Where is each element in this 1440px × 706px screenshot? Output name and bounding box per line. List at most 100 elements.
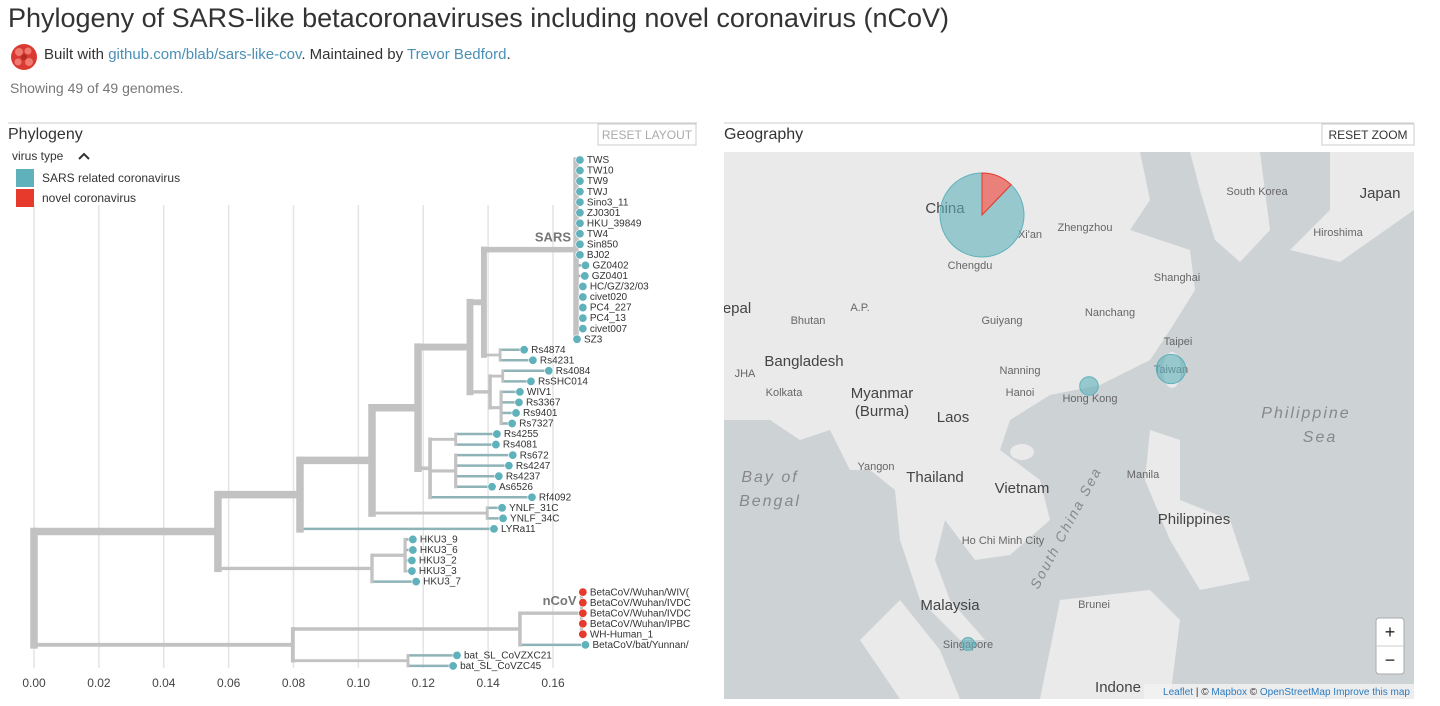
tip[interactable] (507, 418, 517, 428)
tip[interactable] (578, 281, 588, 291)
zoom-in[interactable]: + (1385, 622, 1396, 642)
tip-label: HKU_39849 (587, 218, 642, 229)
tip-label: RsSHC014 (538, 376, 588, 387)
tip[interactable] (575, 155, 585, 165)
pie-slice[interactable] (1079, 376, 1099, 396)
chevron[interactable] (78, 152, 90, 160)
tip[interactable] (519, 345, 529, 355)
x-tick-label: 0.04 (152, 676, 176, 690)
x-tick-label: 0.14 (476, 676, 500, 690)
map-label: South Korea (1226, 186, 1288, 198)
repo-link[interactable]: github.com/blab/sars-like-cov (108, 46, 302, 63)
tip[interactable] (411, 577, 421, 587)
tip-label: SZ3 (584, 334, 603, 345)
tip[interactable] (580, 271, 590, 281)
tip[interactable] (408, 534, 418, 544)
tip[interactable] (407, 556, 417, 566)
tip[interactable] (578, 629, 588, 639)
tip[interactable] (578, 303, 588, 313)
tip-label: bat_SL_CoVZXC21 (464, 651, 552, 662)
tip[interactable] (578, 313, 588, 323)
tip-label: civet020 (590, 292, 628, 303)
tip-label: BetaCoV/bat/Yunnan/ (592, 640, 688, 651)
map-label: Brunei (1078, 599, 1110, 611)
tip[interactable] (578, 608, 588, 618)
tip[interactable] (526, 376, 536, 386)
tip[interactable] (514, 397, 524, 407)
legend-label[interactable]: SARS related coronavirus (42, 171, 180, 185)
tip[interactable] (544, 366, 554, 376)
tip[interactable] (578, 292, 588, 302)
tip[interactable] (489, 524, 499, 534)
tip[interactable] (580, 260, 590, 270)
tip[interactable] (578, 324, 588, 334)
tip[interactable] (575, 239, 585, 249)
tip[interactable] (575, 229, 585, 239)
map-label: Shanghai (1154, 272, 1201, 284)
tip-label: HC/GZ/32/03 (590, 282, 649, 293)
tip[interactable] (575, 166, 585, 176)
tip[interactable] (448, 661, 458, 671)
tip[interactable] (508, 450, 518, 460)
map-label: Zhengzhou (1057, 222, 1112, 234)
tip[interactable] (572, 334, 582, 344)
clade-label: SARS (535, 230, 571, 245)
tip[interactable] (578, 598, 588, 608)
map[interactable]: South Korea Japan Xi'an Zhengzhou Hiroshima S… (723, 152, 1414, 699)
tip[interactable] (492, 429, 502, 439)
tip[interactable] (575, 208, 585, 218)
tip[interactable] (575, 197, 585, 207)
pie-slice[interactable] (960, 636, 976, 652)
tip[interactable] (527, 492, 537, 502)
map-label: Thailand (906, 469, 964, 486)
tip[interactable] (497, 503, 507, 513)
tip-label: BJ02 (587, 250, 610, 261)
legend-swatch[interactable] (16, 169, 34, 187)
tip[interactable] (408, 545, 418, 555)
tip[interactable] (528, 355, 538, 365)
tip[interactable] (491, 440, 501, 450)
tip[interactable] (575, 176, 585, 186)
land (1190, 152, 1270, 262)
tip[interactable] (578, 619, 588, 629)
reset-zoom-button[interactable] (1321, 123, 1415, 146)
tip[interactable] (407, 566, 417, 576)
tip[interactable] (575, 250, 585, 260)
x-tick-label: 0.08 (282, 676, 306, 690)
tip-label: Sino3_11 (587, 197, 629, 208)
map-label: JHA (735, 368, 756, 380)
legend-swatch[interactable] (16, 189, 34, 207)
tip-label: Rs4247 (516, 461, 551, 472)
link[interactable]: Improve this map (1333, 687, 1410, 698)
author-link[interactable]: Trevor Bedford (406, 46, 507, 63)
legend-label[interactable]: novel coronavirus (42, 191, 136, 205)
map-label: epal (723, 300, 751, 317)
map-label: Ho Chi Minh City (962, 535, 1045, 547)
link[interactable]: OpenStreetMap (1260, 687, 1331, 698)
tip[interactable] (504, 461, 514, 471)
tip[interactable] (575, 187, 585, 197)
x-tick-label: 0.00 (22, 676, 46, 690)
map-label: Xi'an (1018, 229, 1042, 241)
tip-label: BetaCoV/Wuhan/IVDC (590, 598, 691, 609)
tip-label: HKU3_9 (420, 535, 458, 546)
tip[interactable] (575, 218, 585, 228)
tip[interactable] (494, 471, 504, 481)
tip[interactable] (487, 482, 497, 492)
text: . (506, 46, 511, 63)
reset-layout-button[interactable] (597, 123, 697, 146)
logo (11, 44, 37, 70)
legend-title[interactable]: virus type (12, 149, 64, 163)
tip[interactable] (580, 640, 590, 650)
tip[interactable] (498, 513, 508, 523)
tip[interactable] (452, 650, 462, 660)
zoom-out[interactable]: − (1385, 650, 1396, 670)
text: . Maintained by (301, 46, 404, 63)
link[interactable]: Mapbox (1211, 687, 1247, 698)
tip[interactable] (578, 587, 588, 597)
tip[interactable] (515, 387, 525, 397)
tip[interactable] (511, 408, 521, 418)
link[interactable]: Leaflet (1163, 687, 1193, 698)
pie-slice[interactable] (1155, 353, 1187, 385)
pie-slice[interactable] (981, 172, 1012, 217)
